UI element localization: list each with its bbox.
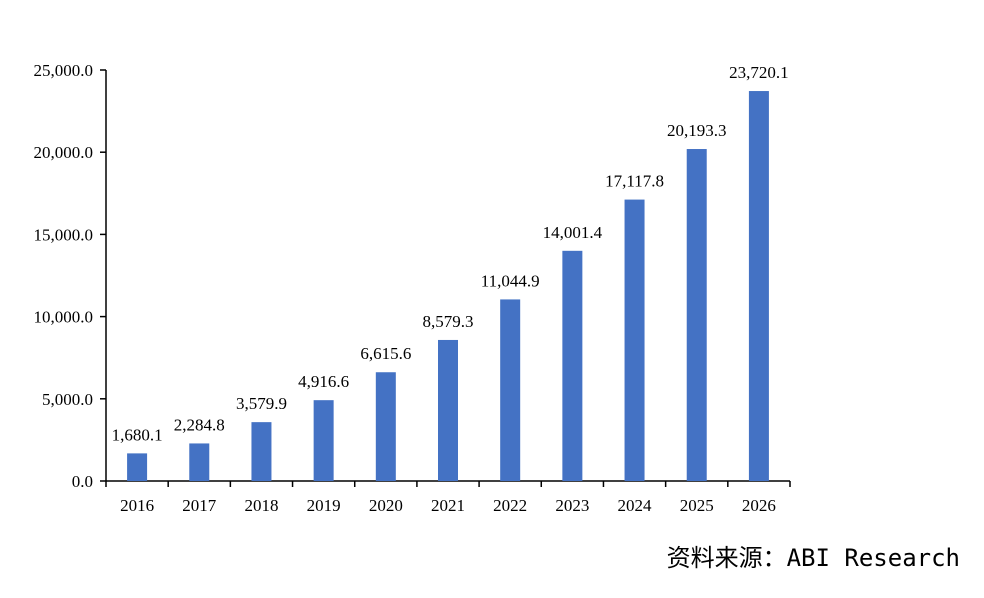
x-tick-label: 2024 xyxy=(618,496,653,515)
x-tick-label: 2020 xyxy=(369,496,403,515)
data-label: 20,193.3 xyxy=(667,121,727,140)
data-label: 6,615.6 xyxy=(360,344,411,363)
data-label: 8,579.3 xyxy=(423,312,474,331)
x-tick-label: 2026 xyxy=(742,496,776,515)
bar xyxy=(189,443,210,481)
y-tick-label: 15,000.0 xyxy=(34,225,94,244)
bar xyxy=(438,339,458,481)
bar xyxy=(500,299,521,481)
data-label: 17,117.8 xyxy=(605,172,664,191)
x-axis: 2016 2017 2018 2019 2020 2021 2022 2023 2024 2025… xyxy=(105,480,791,515)
bar xyxy=(748,91,769,481)
bar xyxy=(127,453,148,481)
x-tick-label: 2019 xyxy=(307,496,341,515)
y-tick-label: 25,000.0 xyxy=(34,61,94,80)
data-label: 1,680.1 xyxy=(112,425,163,444)
x-tick-label: 2018 xyxy=(244,496,278,515)
bar xyxy=(686,149,707,481)
x-tick-label: 2017 xyxy=(182,496,217,515)
bars xyxy=(127,91,769,481)
bar xyxy=(251,422,272,481)
data-label: 3,579.9 xyxy=(236,394,287,413)
data-label: 11,044.9 xyxy=(481,271,540,290)
data-label: 14,001.4 xyxy=(543,223,603,242)
x-tick-label: 2021 xyxy=(431,496,465,515)
source-note: 资料来源：ABI Research xyxy=(666,544,960,572)
data-label: 23,720.1 xyxy=(729,63,789,82)
bar xyxy=(562,250,583,481)
x-tick-label: 2016 xyxy=(120,496,154,515)
data-label: 4,916.6 xyxy=(298,372,349,391)
data-label: 2,284.8 xyxy=(174,415,225,434)
data-labels: 1,680.1 2,284.8 3,579.9 4,916.6 6,615.6 8,579… xyxy=(112,63,789,444)
x-tick-label: 2025 xyxy=(680,496,714,515)
bar xyxy=(375,372,396,481)
y-tick-label: 5,000.0 xyxy=(42,390,93,409)
bar xyxy=(624,199,645,481)
y-axis: 0.0 5,000.0 10,000.0 15,000.0 20,000.0 25,000… xyxy=(34,61,107,491)
y-tick-label: 10,000.0 xyxy=(34,308,94,327)
bar xyxy=(313,400,334,481)
y-tick-label: 20,000.0 xyxy=(34,143,94,162)
x-tick-label: 2022 xyxy=(493,496,527,515)
y-tick-label: 0.0 xyxy=(72,472,93,491)
x-tick-label: 2023 xyxy=(555,496,589,515)
